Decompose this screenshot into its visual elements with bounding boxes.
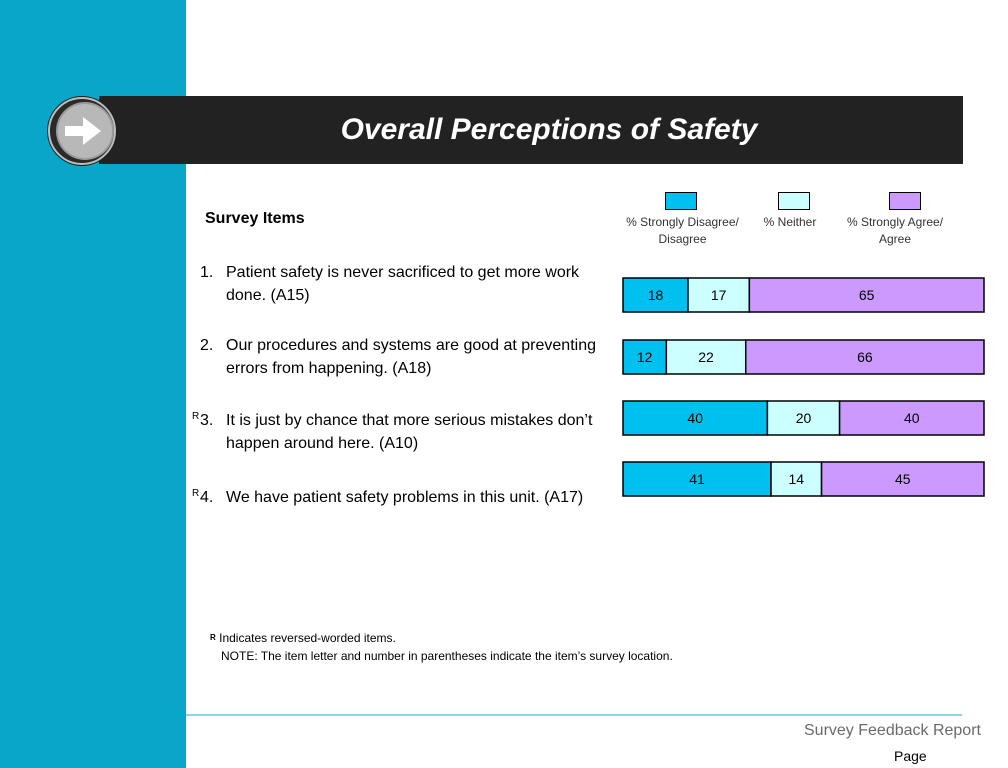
bar-item4-agree (820, 461, 985, 497)
bar-item1-neither (687, 277, 751, 313)
page-label: Page (894, 748, 927, 764)
bar-label-item1-neither: 17 (711, 287, 727, 303)
item-number: 3. (200, 412, 214, 429)
bar-item4-neither (770, 461, 823, 497)
item-number: 1. (200, 264, 214, 281)
reversed-marker: R (192, 411, 200, 422)
bar-label-item1-disagree: 18 (648, 287, 664, 303)
bar-label-item3-neither: 20 (796, 410, 812, 426)
bar-label-item2-neither: 22 (698, 349, 714, 365)
bar-item1-agree (748, 277, 985, 313)
item-text: Patient safety is never sacrificed to ge… (226, 264, 580, 304)
footnote: R Indicates reversed-worded items. NOTE:… (210, 629, 673, 665)
legend-label-agree: % Strongly Agree/ Agree (846, 215, 944, 246)
bar-label-item2-agree: 66 (857, 349, 873, 365)
footnote-marker: R (210, 633, 216, 642)
title-bar: Overall Perceptions of Safety (99, 96, 963, 164)
bar-label-item1-agree: 65 (859, 287, 875, 303)
bar-label-item4-neither: 14 (788, 471, 804, 487)
bar-label-item4-disagree: 41 (689, 471, 705, 487)
legend-swatch-neither (778, 192, 810, 210)
legend-label-disagree: % Strongly Disagree/ Disagree (626, 215, 739, 246)
bar-item3-agree (838, 400, 985, 436)
bar-item1-disagree (622, 277, 689, 313)
arrow-logo-icon (47, 96, 117, 166)
bar-label-item4-agree: 45 (895, 471, 911, 487)
item-number: 4. (200, 489, 214, 506)
bar-label-item3-disagree: 40 (687, 410, 703, 426)
item-text: Our procedures and systems are good at p… (226, 337, 596, 377)
page-title: Overall Perceptions of Safety (340, 113, 758, 146)
item-text: We have patient safety problems in this … (226, 489, 584, 506)
item-text: It is just by chance that more serious m… (226, 412, 593, 452)
bar-item3-disagree (622, 400, 769, 436)
report-name: Survey Feedback Report (804, 722, 981, 739)
item-number: 2. (200, 337, 214, 354)
footnote-line-2: NOTE: The item letter and number in pare… (221, 649, 673, 663)
footer-divider (186, 714, 962, 716)
reversed-marker: R (192, 488, 200, 499)
items-header: Survey Items (205, 210, 305, 227)
legend-swatch-disagree (665, 192, 697, 210)
bar-item4-disagree (622, 461, 772, 497)
bar-label-item2-disagree: 12 (637, 349, 653, 365)
bar-item2-agree (744, 339, 985, 375)
bar-item2-neither (665, 339, 747, 375)
footnote-line-1: Indicates reversed-worded items. (219, 631, 396, 645)
bar-label-item3-agree: 40 (904, 410, 920, 426)
legend-swatch-agree (889, 192, 921, 210)
bar-item2-disagree (622, 339, 668, 375)
legend-label-neither: % Neither (763, 215, 817, 229)
